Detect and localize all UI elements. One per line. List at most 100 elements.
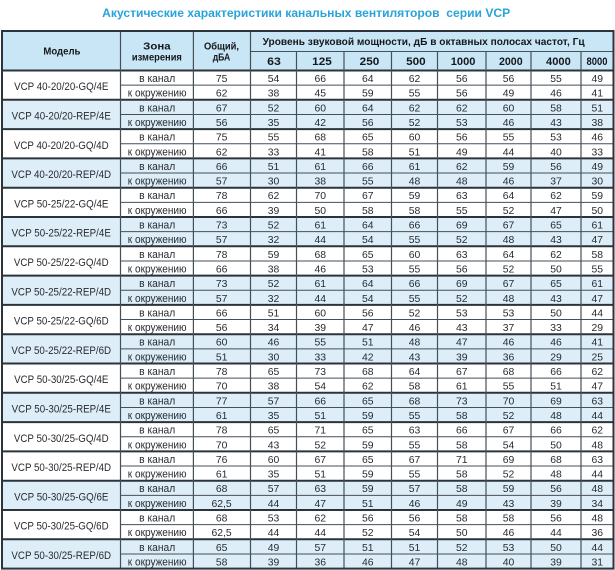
- svg-text:2000: 2000: [499, 56, 523, 68]
- svg-text:44: 44: [314, 294, 326, 305]
- svg-text:65: 65: [216, 543, 228, 554]
- svg-text:70: 70: [216, 382, 228, 393]
- svg-text:48: 48: [409, 177, 421, 188]
- svg-text:55: 55: [268, 133, 280, 144]
- svg-text:VCP 50-25/22-GQ/4D: VCP 50-25/22-GQ/4D: [14, 257, 109, 269]
- svg-text:VCP 40-20/20-GQ/4E: VCP 40-20/20-GQ/4E: [14, 81, 108, 93]
- svg-text:58: 58: [456, 514, 468, 525]
- svg-text:47: 47: [314, 499, 326, 510]
- svg-text:60: 60: [409, 133, 421, 144]
- svg-text:58: 58: [456, 484, 468, 495]
- svg-text:65: 65: [550, 221, 562, 232]
- svg-text:VCP 40-20/20-GQ/4D: VCP 40-20/20-GQ/4D: [14, 140, 109, 152]
- svg-text:52: 52: [503, 206, 515, 217]
- svg-text:38: 38: [268, 264, 280, 275]
- svg-text:58: 58: [409, 206, 421, 217]
- svg-text:к окружению: к окружению: [128, 556, 187, 568]
- svg-text:43: 43: [456, 323, 468, 334]
- svg-text:49: 49: [591, 162, 603, 173]
- svg-text:125: 125: [312, 56, 332, 68]
- svg-text:60: 60: [314, 103, 326, 114]
- svg-text:62: 62: [216, 89, 228, 100]
- svg-text:38: 38: [268, 382, 280, 393]
- svg-text:70: 70: [314, 191, 326, 202]
- svg-text:54: 54: [362, 235, 374, 246]
- svg-text:в канал: в канал: [139, 395, 175, 407]
- svg-text:к окружению: к окружению: [128, 117, 187, 129]
- svg-text:VCP 50-25/22-GQ/6D: VCP 50-25/22-GQ/6D: [14, 316, 109, 328]
- svg-text:56: 56: [456, 264, 468, 275]
- svg-text:70: 70: [503, 396, 515, 407]
- svg-text:к окружению: к окружению: [128, 351, 187, 363]
- svg-text:в канал: в канал: [139, 425, 175, 437]
- svg-text:54: 54: [503, 440, 515, 451]
- svg-text:68: 68: [550, 455, 562, 466]
- svg-text:к окружению: к окружению: [128, 263, 187, 275]
- svg-text:63: 63: [456, 250, 468, 261]
- svg-text:56: 56: [362, 118, 374, 129]
- svg-text:48: 48: [503, 235, 515, 246]
- svg-text:61: 61: [456, 382, 468, 393]
- svg-text:45: 45: [314, 89, 326, 100]
- svg-text:52: 52: [362, 528, 374, 539]
- svg-text:48: 48: [591, 514, 603, 525]
- svg-text:69: 69: [456, 279, 468, 290]
- svg-text:68: 68: [314, 133, 326, 144]
- svg-text:52: 52: [314, 440, 326, 451]
- svg-text:52: 52: [503, 411, 515, 422]
- svg-text:69: 69: [456, 221, 468, 232]
- svg-text:63: 63: [456, 191, 468, 202]
- svg-text:VCP 50-25/22-GQ/4E: VCP 50-25/22-GQ/4E: [14, 198, 108, 210]
- svg-text:54: 54: [314, 382, 326, 393]
- svg-text:68: 68: [362, 367, 374, 378]
- svg-text:62: 62: [314, 514, 326, 525]
- svg-text:дБА: дБА: [213, 52, 231, 63]
- svg-text:57: 57: [314, 543, 326, 554]
- svg-text:66: 66: [550, 367, 562, 378]
- svg-text:47: 47: [362, 323, 374, 334]
- svg-text:51: 51: [268, 162, 280, 173]
- svg-text:68: 68: [409, 396, 421, 407]
- svg-text:в канал: в канал: [139, 542, 175, 554]
- svg-text:51: 51: [362, 499, 374, 510]
- svg-text:59: 59: [268, 250, 280, 261]
- svg-text:53: 53: [456, 308, 468, 319]
- svg-text:32: 32: [268, 235, 280, 246]
- svg-text:71: 71: [456, 455, 468, 466]
- svg-text:52: 52: [409, 118, 421, 129]
- svg-text:67: 67: [503, 221, 515, 232]
- svg-text:56: 56: [550, 514, 562, 525]
- svg-text:67: 67: [456, 367, 468, 378]
- svg-text:78: 78: [216, 426, 228, 437]
- svg-text:34: 34: [268, 323, 280, 334]
- svg-text:64: 64: [362, 103, 374, 114]
- svg-text:35: 35: [268, 470, 280, 481]
- svg-text:51: 51: [409, 543, 421, 554]
- svg-text:VCP 50-30/25-REP/4E: VCP 50-30/25-REP/4E: [12, 403, 111, 415]
- svg-text:35: 35: [268, 411, 280, 422]
- svg-text:39: 39: [268, 206, 280, 217]
- svg-text:66: 66: [216, 308, 228, 319]
- svg-text:65: 65: [268, 367, 280, 378]
- svg-text:44: 44: [591, 543, 603, 554]
- svg-text:66: 66: [314, 396, 326, 407]
- svg-text:55: 55: [503, 382, 515, 393]
- svg-text:41: 41: [591, 338, 603, 349]
- svg-text:47: 47: [409, 557, 421, 568]
- svg-text:48: 48: [550, 470, 562, 481]
- svg-text:29: 29: [591, 323, 603, 334]
- svg-text:Зона: Зона: [143, 42, 171, 53]
- svg-text:61: 61: [314, 221, 326, 232]
- svg-text:48: 48: [591, 484, 603, 495]
- svg-text:42: 42: [314, 118, 326, 129]
- svg-text:к окружению: к окружению: [128, 293, 187, 305]
- svg-text:57: 57: [216, 177, 228, 188]
- svg-text:в канал: в канал: [139, 278, 175, 290]
- svg-text:34: 34: [591, 499, 603, 510]
- svg-text:56: 56: [456, 89, 468, 100]
- svg-text:VCP 50-25/22-REP/4D: VCP 50-25/22-REP/4D: [11, 286, 111, 298]
- svg-text:61: 61: [591, 279, 603, 290]
- svg-text:VCP 50-30/25-GQ/6D: VCP 50-30/25-GQ/6D: [14, 521, 109, 533]
- svg-text:62: 62: [550, 191, 562, 202]
- svg-text:77: 77: [216, 396, 228, 407]
